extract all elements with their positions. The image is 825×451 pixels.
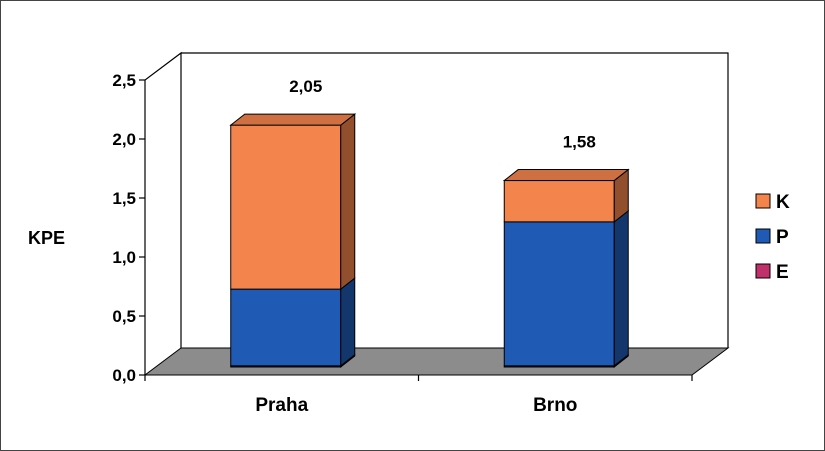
bars (229, 113, 630, 369)
y-tick-label: 0,0 (112, 366, 136, 385)
legend-swatch-p (755, 228, 771, 244)
y-tick-label: 2,0 (112, 130, 136, 149)
bar-front (503, 180, 615, 223)
bar-top (502, 169, 630, 182)
y-tick-label: 1,5 (112, 189, 136, 208)
bar-front (230, 288, 342, 367)
y-tick-label: 1,0 (112, 248, 136, 267)
x-tick-label: Brno (533, 395, 577, 416)
legend-label-e: E (776, 262, 789, 283)
y-tick-label: 2,5 (112, 71, 136, 90)
bar-segment-k-praha (229, 113, 357, 291)
bar-top (229, 113, 357, 126)
bar-segment-k-brno (502, 168, 630, 223)
legend-swatch-e (755, 263, 771, 279)
x-axis-labels: Praha Brno (144, 375, 693, 416)
total-label: 1,58 (563, 133, 596, 152)
back-wall (181, 52, 729, 348)
bar-segment-p-praha (230, 277, 356, 367)
legend-swatch-k (755, 193, 771, 209)
legend: KPE (755, 192, 790, 283)
bar-side (340, 277, 356, 367)
left-wall (144, 51, 182, 375)
bar-front (230, 124, 342, 290)
total-labels: 2,05 1,58 (289, 77, 596, 151)
legend-label-p: P (776, 227, 789, 248)
bar-side (340, 113, 356, 291)
x-tick-label: Praha (255, 395, 308, 416)
y-tick-label: 0,5 (112, 307, 136, 326)
y-axis-label: KPE (28, 228, 65, 248)
legend-label-k: K (776, 192, 790, 213)
bar-side (613, 209, 629, 367)
y-axis-ticks: 0,0 0,5 1,0 1,5 2,0 2,5 (112, 71, 145, 385)
total-label: 2,05 (289, 77, 322, 96)
bar-segment-p-brno (503, 209, 629, 367)
bar-front (503, 221, 615, 367)
